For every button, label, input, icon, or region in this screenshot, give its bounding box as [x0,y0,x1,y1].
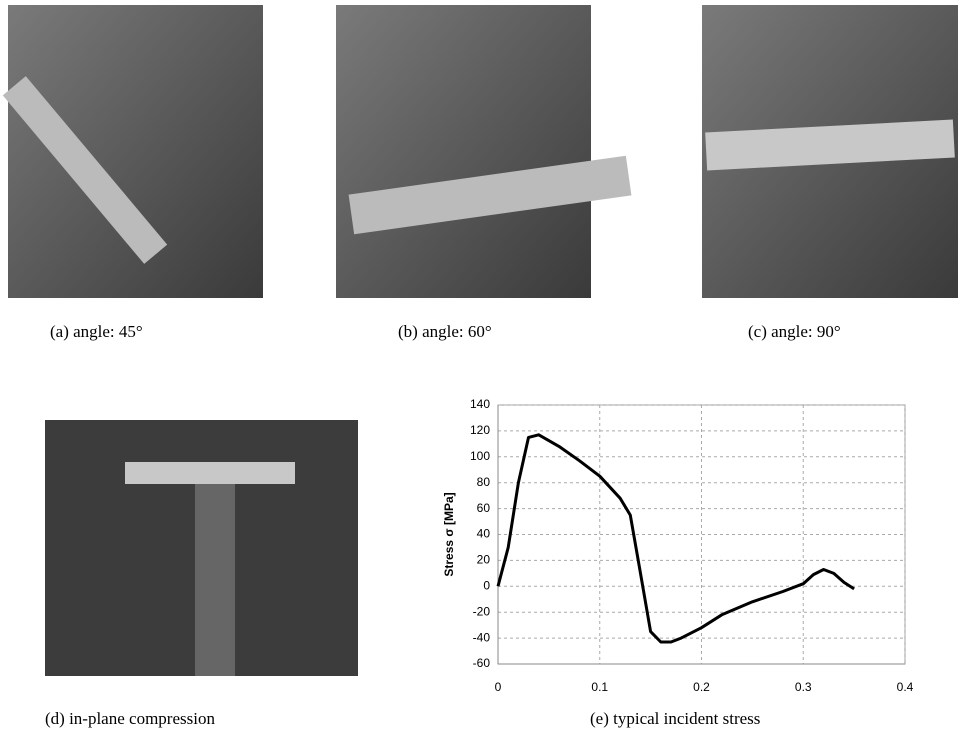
y-tick-label: -20 [473,604,491,618]
photo-detail [195,484,235,676]
y-tick-label: 140 [470,397,490,411]
y-tick-label: -40 [473,630,491,644]
caption: (d) in-plane compression [45,709,215,728]
chart: -60 -40 -20 0 20 40 60 80 100 120 140 0 0.1 0.2 0.3 0.4… [442,397,913,694]
x-tick-label: 0 [495,680,502,694]
photo [8,5,263,298]
y-tick-label: -60 [473,656,491,670]
y-axis-label: Stress σ [MPa] [442,492,456,576]
photo-detail [348,155,632,235]
photo [336,5,591,298]
y-tick-label: 0 [483,578,490,592]
y-tick-label: 80 [477,475,491,489]
x-tick-label: 0.1 [591,680,608,694]
x-tick-label: 0.3 [795,680,812,694]
x-tick-label: 0.4 [897,680,914,694]
y-tick-label: 100 [470,449,490,463]
y-tick-label: 60 [477,501,491,515]
photo-detail [125,462,295,484]
y-tick-label: 20 [477,553,491,567]
caption: (a) angle: 45° [50,322,143,341]
caption: (c) angle: 90° [748,322,841,341]
caption: (b) angle: 60° [398,322,492,341]
photo-detail [705,119,955,171]
y-tick-label: 40 [477,527,491,541]
x-tick-label: 0.2 [693,680,710,694]
caption: (e) typical incident stress [590,709,760,728]
y-tick-label: 120 [470,423,490,437]
photo-detail [2,76,168,264]
data-line [496,433,855,644]
